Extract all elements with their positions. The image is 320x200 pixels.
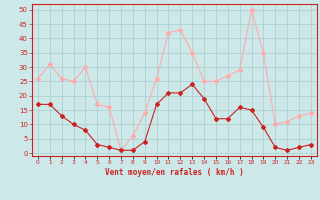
X-axis label: Vent moyen/en rafales ( km/h ): Vent moyen/en rafales ( km/h ) bbox=[105, 168, 244, 177]
